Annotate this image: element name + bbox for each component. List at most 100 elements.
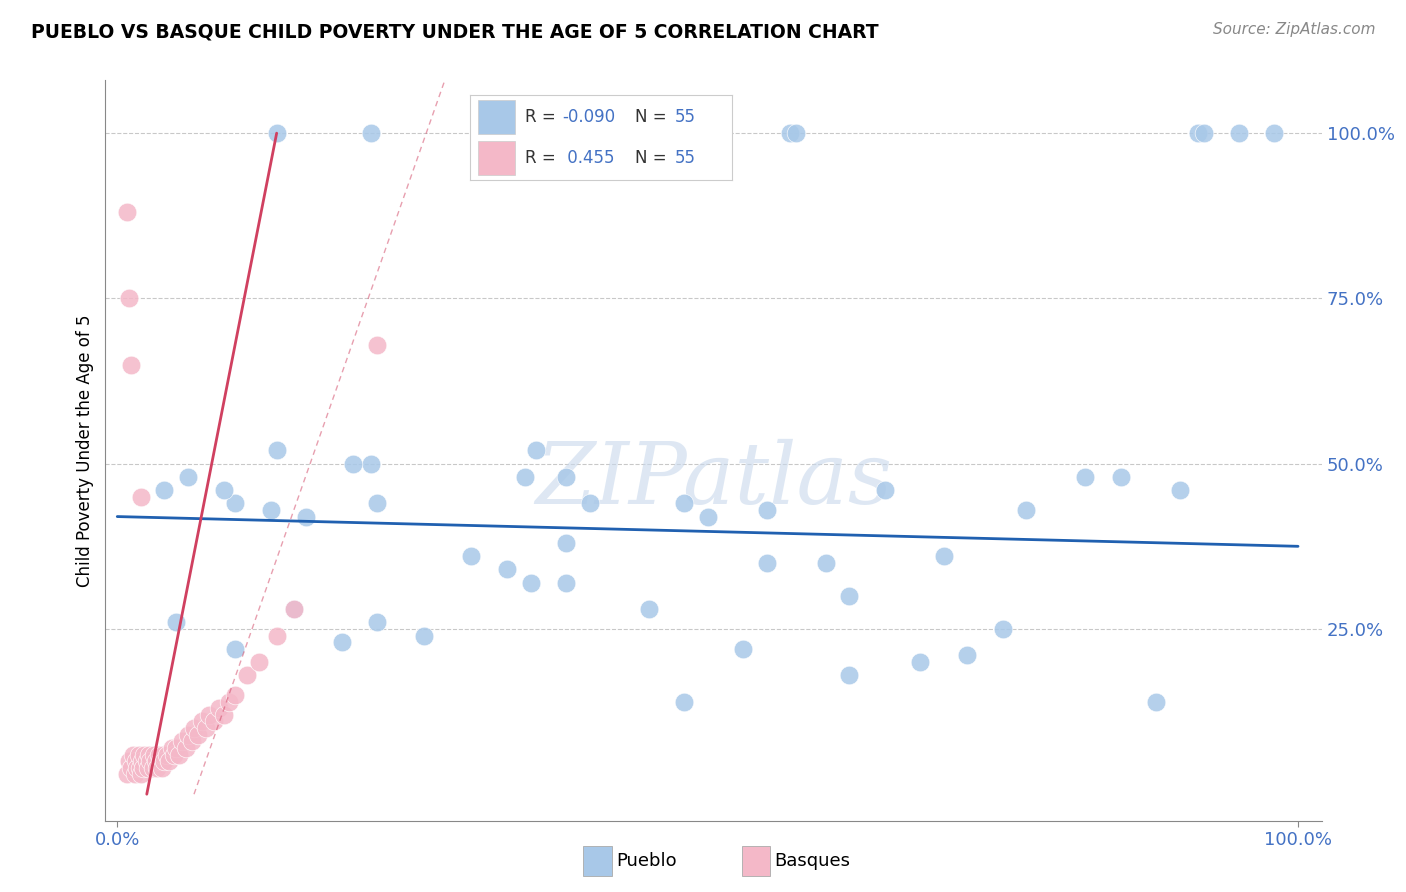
Text: ZIPatlas: ZIPatlas xyxy=(534,439,893,522)
Point xyxy=(157,754,180,768)
Point xyxy=(1074,470,1097,484)
Point xyxy=(1187,126,1209,140)
Point xyxy=(118,754,141,768)
Point xyxy=(1227,126,1250,140)
Point xyxy=(991,622,1014,636)
Point xyxy=(342,457,364,471)
Point xyxy=(224,496,246,510)
Point xyxy=(180,734,202,748)
Bar xyxy=(478,141,515,175)
Text: N =: N = xyxy=(636,108,672,127)
Point xyxy=(1192,126,1215,140)
Point xyxy=(208,701,231,715)
Point xyxy=(785,126,807,140)
Point xyxy=(814,556,837,570)
Point xyxy=(198,707,221,722)
Point xyxy=(838,668,860,682)
Point xyxy=(247,655,270,669)
Point xyxy=(187,728,209,742)
Bar xyxy=(478,100,515,135)
Point xyxy=(578,496,600,510)
Point xyxy=(526,443,548,458)
Point xyxy=(177,728,200,742)
Point xyxy=(177,470,200,484)
Point xyxy=(128,761,150,775)
Point xyxy=(118,292,141,306)
Point xyxy=(1168,483,1191,497)
Point xyxy=(127,761,149,775)
Point xyxy=(360,457,382,471)
Point xyxy=(115,205,138,219)
Text: Source: ZipAtlas.com: Source: ZipAtlas.com xyxy=(1212,22,1375,37)
Point xyxy=(153,483,176,497)
Point xyxy=(696,509,718,524)
Point xyxy=(413,629,436,643)
Point xyxy=(160,740,183,755)
Point xyxy=(779,126,801,140)
Point xyxy=(165,740,187,755)
Point xyxy=(555,536,578,550)
Point xyxy=(194,721,217,735)
Point xyxy=(212,707,235,722)
Point xyxy=(135,754,157,768)
Point xyxy=(148,747,170,762)
Point xyxy=(366,337,388,351)
Point xyxy=(519,575,541,590)
Point xyxy=(1109,470,1132,484)
Point xyxy=(129,767,152,781)
Point xyxy=(153,754,176,768)
Point xyxy=(956,648,979,663)
Point xyxy=(139,754,162,768)
Point xyxy=(637,602,659,616)
Point xyxy=(156,747,179,762)
Text: R =: R = xyxy=(526,108,561,127)
Point xyxy=(908,655,931,669)
Point xyxy=(873,483,896,497)
Point xyxy=(555,470,578,484)
Text: Pueblo: Pueblo xyxy=(616,852,676,870)
Text: 0.455: 0.455 xyxy=(562,149,614,167)
Point xyxy=(366,615,388,630)
Point xyxy=(673,695,696,709)
Point xyxy=(526,126,548,140)
Y-axis label: Child Poverty Under the Age of 5: Child Poverty Under the Age of 5 xyxy=(76,314,94,587)
Point xyxy=(224,641,246,656)
Point xyxy=(266,126,288,140)
Point xyxy=(115,767,138,781)
Point xyxy=(167,747,190,762)
Point xyxy=(165,615,187,630)
Point xyxy=(283,602,305,616)
Text: N =: N = xyxy=(636,149,672,167)
Point xyxy=(755,556,778,570)
Point xyxy=(129,490,152,504)
Point xyxy=(513,470,536,484)
Point xyxy=(136,761,159,775)
Text: R =: R = xyxy=(526,149,561,167)
Point xyxy=(731,641,754,656)
Point xyxy=(366,496,388,510)
Point xyxy=(142,761,165,775)
Text: 55: 55 xyxy=(675,149,695,167)
Point xyxy=(183,721,205,735)
Point xyxy=(218,695,240,709)
Point xyxy=(932,549,955,564)
Point xyxy=(132,761,155,775)
Point xyxy=(138,747,160,762)
Point xyxy=(513,126,536,140)
Text: PUEBLO VS BASQUE CHILD POVERTY UNDER THE AGE OF 5 CORRELATION CHART: PUEBLO VS BASQUE CHILD POVERTY UNDER THE… xyxy=(31,22,879,41)
Point xyxy=(128,747,150,762)
Point xyxy=(172,734,194,748)
Point xyxy=(152,747,174,762)
Point xyxy=(134,747,156,762)
Point xyxy=(838,589,860,603)
Point xyxy=(460,549,482,564)
Point xyxy=(120,358,142,372)
Point xyxy=(145,754,167,768)
Point xyxy=(360,126,382,140)
Point xyxy=(191,714,214,729)
Point xyxy=(496,562,519,576)
Point xyxy=(121,747,143,762)
Point xyxy=(1144,695,1167,709)
Point xyxy=(1263,126,1285,140)
Point xyxy=(202,714,225,729)
